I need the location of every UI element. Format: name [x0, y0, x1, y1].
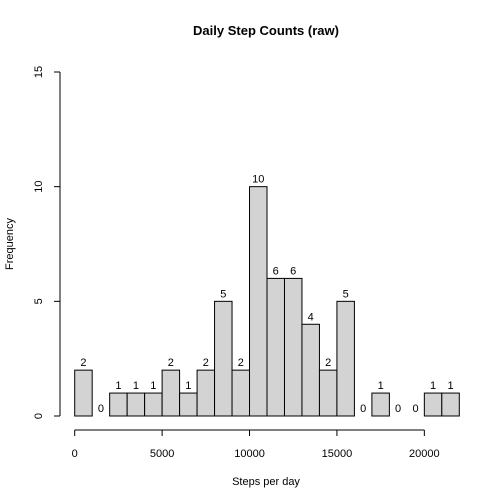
data-label-16: 0 — [360, 403, 366, 415]
bar-9 — [231, 369, 251, 417]
bar-14 — [318, 369, 338, 417]
x-tick-label-2: 10000 — [234, 448, 265, 460]
data-label-12: 6 — [290, 265, 296, 277]
data-label-20: 1 — [430, 380, 436, 392]
x-axis: 0 5000 10000 15000 20000 — [72, 429, 440, 460]
data-label-10: 10 — [252, 174, 264, 186]
bar-13 — [301, 323, 320, 417]
y-tick-label-2: 10 — [33, 181, 45, 193]
y-tick-label-1: 5 — [33, 298, 45, 304]
bar-17 — [371, 392, 390, 417]
bars-group — [74, 186, 460, 417]
data-label-19: 0 — [413, 403, 419, 415]
data-label-5: 2 — [168, 357, 174, 369]
bar-15 — [336, 300, 355, 417]
bar-0 — [74, 369, 93, 417]
data-label-8: 5 — [220, 288, 226, 300]
data-label-6: 1 — [185, 380, 191, 392]
data-label-0: 2 — [80, 357, 86, 369]
bar-2 — [109, 392, 128, 417]
bar-4 — [144, 392, 163, 417]
bar-3 — [126, 392, 146, 417]
data-label-4: 1 — [150, 380, 156, 392]
data-label-18: 0 — [395, 403, 401, 415]
data-label-3: 1 — [133, 380, 139, 392]
bar-8 — [214, 300, 233, 417]
chart-title: Daily Step Counts (raw) — [193, 23, 339, 38]
x-tick-label-0: 0 — [72, 448, 78, 460]
y-tick-label-0: 0 — [33, 413, 45, 419]
data-label-21: 1 — [447, 380, 453, 392]
y-axis: 0 5 10 15 — [33, 66, 61, 419]
bar-21 — [441, 392, 460, 417]
data-label-7: 2 — [203, 357, 209, 369]
x-tick-label-3: 15000 — [322, 448, 353, 460]
data-label-14: 2 — [325, 357, 331, 369]
y-tick-label-3: 15 — [33, 66, 45, 78]
data-label-9: 2 — [238, 357, 244, 369]
x-tick-label-1: 5000 — [150, 448, 174, 460]
bar-5 — [161, 369, 181, 417]
y-axis-label: Frequency — [4, 218, 16, 270]
data-label-13: 4 — [308, 311, 314, 323]
x-tick-label-4: 20000 — [409, 448, 440, 460]
data-label-15: 5 — [343, 288, 349, 300]
data-label-1: 0 — [98, 403, 104, 415]
x-axis-label: Steps per day — [232, 476, 300, 488]
data-label-11: 6 — [273, 265, 279, 277]
bar-10 — [249, 186, 268, 417]
bar-7 — [196, 369, 216, 417]
bar-20 — [423, 392, 443, 417]
data-label-2: 1 — [115, 380, 121, 392]
bar-11 — [266, 277, 285, 417]
data-label-17: 1 — [378, 380, 384, 392]
bar-12 — [283, 277, 303, 417]
bar-6 — [179, 392, 198, 417]
